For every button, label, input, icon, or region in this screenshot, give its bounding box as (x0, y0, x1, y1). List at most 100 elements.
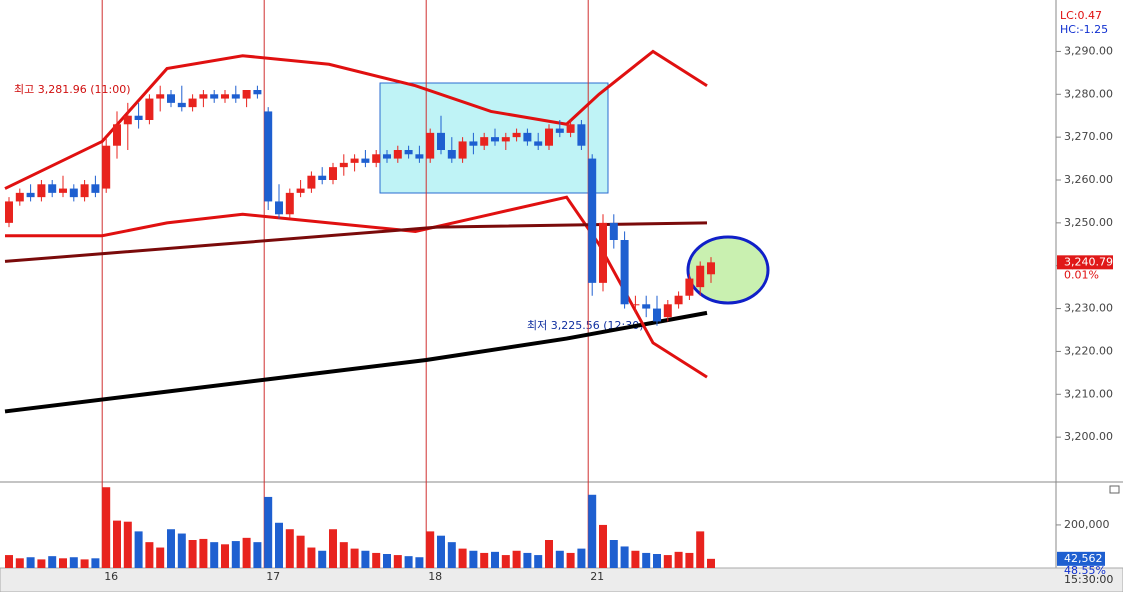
volume-bar (307, 547, 316, 568)
panel-button[interactable] (1109, 485, 1120, 494)
volume-tag (1057, 551, 1105, 566)
volume-bar (404, 556, 413, 568)
volume-bar (653, 554, 661, 568)
volume-bar (102, 487, 111, 568)
candle-body (653, 308, 661, 322)
volume-bar (545, 540, 553, 568)
volume-bar (620, 546, 629, 568)
candle-body (696, 265, 705, 288)
candle-body (609, 222, 618, 240)
volume-bar (210, 542, 219, 568)
candle-body (59, 188, 67, 193)
volume-bar (253, 542, 262, 568)
candle-body (231, 94, 240, 99)
volume-bar (80, 559, 89, 568)
candle-body (447, 150, 456, 159)
candle-body (318, 175, 327, 180)
candle-body (242, 90, 251, 99)
candle-body (501, 137, 510, 142)
y-tick-label: 3,270.00 (1064, 130, 1113, 143)
volume-bar (501, 555, 510, 568)
volume-bar (37, 559, 46, 568)
volume-bar (167, 529, 175, 568)
volume-bar (588, 494, 597, 568)
x-tick-label: 18 (428, 570, 442, 583)
candle-body (199, 94, 208, 99)
volume-bar (275, 522, 283, 568)
volume-bar (134, 531, 143, 568)
volume-bar (264, 496, 273, 568)
price-tag (1057, 255, 1113, 270)
candle-body (307, 175, 316, 189)
candle-body (577, 124, 586, 146)
candle-body (134, 115, 143, 120)
candle-body (426, 132, 435, 159)
volume-bar (361, 550, 370, 568)
volume-bar (5, 555, 13, 568)
y-tick-label: 3,260.00 (1064, 173, 1113, 186)
y-tick-label: 3,250.00 (1064, 216, 1113, 229)
x-axis-strip (0, 567, 1123, 592)
volume-bar (491, 551, 499, 568)
highlight-circle (686, 235, 770, 305)
volume-bar (599, 524, 607, 568)
candle-body (210, 94, 219, 99)
y-tick-label: 3,230.00 (1064, 302, 1113, 315)
candle-body (69, 188, 78, 198)
volume-bar (663, 555, 672, 568)
candle-body (545, 128, 553, 146)
volume-bar (383, 554, 391, 568)
change-label: 0.01% (1064, 268, 1099, 281)
volume-bar (199, 538, 208, 568)
candle-body (480, 137, 489, 146)
volume-bar (145, 542, 154, 568)
candle-body (404, 150, 413, 155)
candle-body (361, 158, 370, 163)
volume-bar (48, 556, 57, 568)
candle-body (264, 111, 273, 202)
candle-body (350, 158, 359, 163)
volume-bar (339, 542, 348, 568)
candle-body (685, 278, 694, 296)
candle-body (80, 184, 89, 198)
volume-bar (59, 558, 67, 568)
volume-bar (696, 531, 705, 568)
volume-bar (642, 552, 651, 568)
plot: 16 17 18 21 3,200.00 3,210.00 3,220.00 3,230.00… (4, 0, 1113, 583)
candle-body (156, 94, 165, 99)
indicator-line (4, 221, 708, 263)
candle-body (555, 128, 564, 133)
candle-body (5, 201, 13, 223)
y-tick-label: 3,220.00 (1064, 344, 1113, 357)
volume-bar (534, 555, 543, 568)
candle-body (15, 192, 24, 202)
high-note: 최고 3,281.96 (11:00) (14, 83, 131, 96)
volume-bar (242, 537, 251, 568)
candle-body (329, 167, 337, 180)
candle-body (674, 295, 683, 305)
candle-body (113, 124, 121, 146)
volume-bar (631, 550, 640, 568)
candle-body (491, 137, 499, 142)
indicator-line (5, 195, 708, 379)
volume-bar (577, 548, 586, 568)
volume-bar (447, 542, 456, 568)
candle-body (37, 184, 46, 198)
volume-bar (685, 552, 694, 568)
volume-bar (91, 558, 100, 568)
volume-bar (113, 520, 121, 568)
x-tick-label: 16 (104, 570, 118, 583)
candle-body (393, 150, 402, 159)
volume-bar (469, 550, 478, 568)
candle-body (534, 141, 543, 146)
volume-bar (523, 552, 532, 568)
volume-tag-label: 42,562 (1064, 552, 1103, 565)
volume-bar (69, 557, 78, 568)
indicator-line (4, 49, 708, 190)
volume-bar (372, 552, 381, 568)
volume-bar (123, 521, 132, 568)
volume-bar (426, 531, 435, 568)
x-tick-label: 17 (266, 570, 280, 583)
candle-body (177, 102, 186, 108)
volume-bar (566, 552, 575, 568)
